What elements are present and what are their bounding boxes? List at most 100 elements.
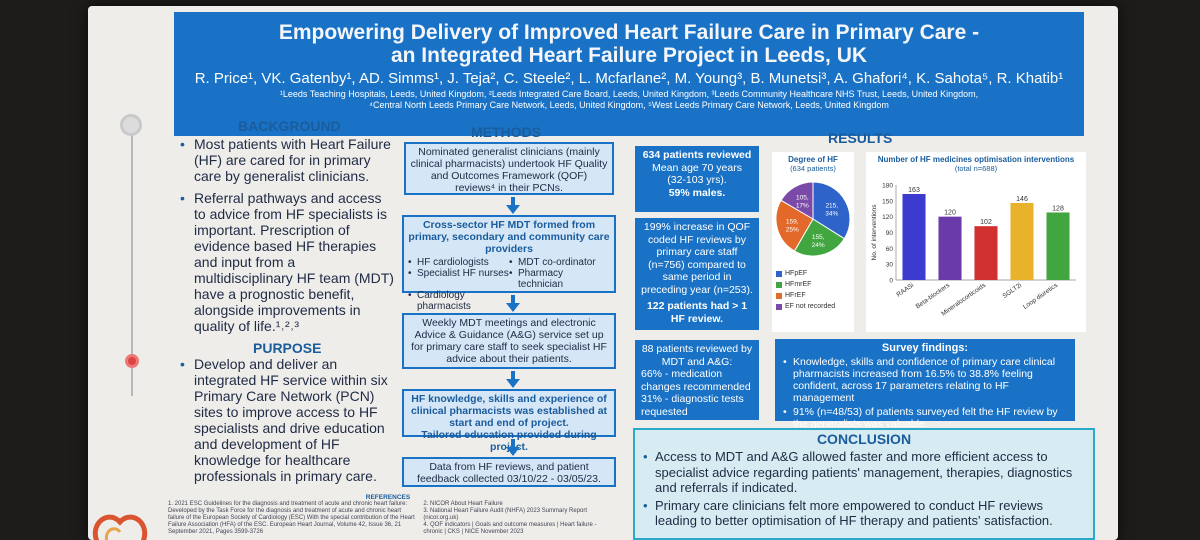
bar-chart-panel: Number of HF medicines optimisation inte… <box>866 152 1086 332</box>
background-item: Referral pathways and access to advice f… <box>180 190 395 334</box>
purpose-heading: PURPOSE <box>253 340 322 356</box>
pie-chart-subtitle: (634 patients) <box>790 164 836 173</box>
stat-line: 66% - medication changes recommended <box>641 368 751 393</box>
pie-slice-label: 25% <box>786 226 799 233</box>
bar-chart: 0 30 60 90 120 150 180 No. of interventions 163 R… <box>871 183 1076 318</box>
pie-legend-item: HFpEF <box>776 268 854 279</box>
conclusion-box: CONCLUSION Access to MDT and A&G allowed… <box>633 428 1095 540</box>
legend-label: HFrEF <box>785 292 806 299</box>
poster-affiliations: ¹Leeds Teaching Hospitals, Leeds, United… <box>279 89 979 110</box>
decorative-line <box>131 126 133 396</box>
pie-legend: HFpEF HFmrEF HFrEF EF not recorded <box>772 268 854 312</box>
purpose-list: Develop and deliver an integrated HF ser… <box>180 356 395 490</box>
legend-swatch <box>776 303 782 310</box>
conclusion-item: Primary care clinicians felt more empowe… <box>643 498 1081 529</box>
stat-line: 88 patients reviewed by MDT and A&G: <box>641 343 753 368</box>
legend-swatch <box>776 281 782 288</box>
pie-chart-panel: Degree of HF (634 patients) 215, 34% 155, 2… <box>772 152 854 332</box>
legend-label: HFmrEF <box>785 281 812 288</box>
x-tick-label: Loop diuretics <box>1022 281 1060 310</box>
x-tick-label: RAASi <box>895 282 915 299</box>
poster-title: Empowering Delivery of Improved Heart Fa… <box>278 21 980 67</box>
x-tick-label: Beta-blockers <box>915 281 952 310</box>
stat-line: (32-103 yrs). <box>667 174 727 186</box>
decorative-red-dot <box>125 354 139 368</box>
mdt-member: Specialist HF nurses <box>408 268 509 290</box>
bar-value-label: 128 <box>1052 205 1064 212</box>
arrow-down-icon <box>506 295 520 312</box>
methods-step-3: Weekly MDT meetings and electronic Advic… <box>402 313 616 369</box>
x-tick-label: SGLT2i <box>1001 282 1023 300</box>
legend-swatch <box>776 270 782 277</box>
arrow-down-icon <box>506 439 520 456</box>
mdt-member: Cardiology pharmacists <box>408 290 509 312</box>
y-tick-label: 90 <box>886 230 894 237</box>
bar <box>1010 202 1034 280</box>
mdt-members-list: HF cardiologists MDT co-ordinator Specia… <box>408 257 610 312</box>
pie-chart-title: Degree of HF <box>788 155 838 164</box>
methods-step-2: Cross-sector HF MDT formed from primary,… <box>402 215 616 312</box>
arrow-down-icon <box>506 197 520 214</box>
bar-chart-title-suffix: (total n=688) <box>954 164 998 173</box>
pie-slice <box>793 218 846 257</box>
stat-line: 31% - diagnostic tests requested <box>641 393 744 418</box>
stat-line: 122 patients had > 1 HF review. <box>646 300 748 325</box>
y-tick-label: 60 <box>886 246 894 253</box>
stat-line: 199% increase in QOF coded HF reviews by… <box>641 221 753 296</box>
survey-item: Knowledge, skills and confidence of prim… <box>783 356 1067 404</box>
poster-screen: Empowering Delivery of Improved Heart Fa… <box>88 6 1118 540</box>
pie-slice-label: 17% <box>796 202 809 209</box>
background-item: Most patients with Heart Failure (HF) ar… <box>180 136 395 184</box>
pie-legend-item: HFrEF <box>776 290 854 301</box>
y-tick-label: 150 <box>882 198 893 205</box>
methods-heading: METHODS <box>471 124 541 140</box>
pie-legend-item: HFmrEF <box>776 279 854 290</box>
y-axis-label: No. of interventions <box>871 204 878 261</box>
stat-line: 59% males. <box>668 186 726 199</box>
y-tick-label: 30 <box>886 262 894 269</box>
results-stat-1: 634 patients reviewed Mean age 70 years … <box>635 146 759 212</box>
pie-slice-label: 105, <box>796 194 809 201</box>
bar <box>1046 212 1070 280</box>
pie-slice-label: 24% <box>812 242 825 249</box>
bar <box>938 216 962 280</box>
bar-value-label: 163 <box>908 187 920 194</box>
references-heading: REFERENCES <box>365 494 411 501</box>
methods-step-1: Nominated generalist clinicians (mainly … <box>404 142 614 195</box>
mdt-member: MDT co-ordinator <box>509 257 610 268</box>
y-tick-label: 120 <box>882 214 893 221</box>
survey-title: Survey findings: <box>881 342 969 354</box>
conclusion-heading: CONCLUSION <box>816 431 912 447</box>
results-heading: RESULTS <box>828 130 893 146</box>
conclusion-item: Access to MDT and A&G allowed faster and… <box>643 449 1081 496</box>
pie-slice-label: 215, <box>825 203 838 210</box>
y-tick-label: 180 <box>882 183 893 190</box>
methods-step-4: HF knowledge, skills and experience of c… <box>402 389 616 453</box>
pie-slice-label: 155, <box>812 234 825 241</box>
poster-header: Empowering Delivery of Improved Heart Fa… <box>174 12 1084 136</box>
decorative-dot <box>120 114 142 136</box>
bar-value-label: 146 <box>1016 196 1028 203</box>
mdt-member: HF cardiologists <box>408 257 509 268</box>
pie-slice-label: 34% <box>825 211 838 218</box>
references-left: 1. 2021 ESC Guidelines for the diagnosis… <box>168 501 415 535</box>
pie-legend-item: EF not recorded <box>776 301 854 312</box>
mdt-member: Pharmacy technician <box>509 268 610 290</box>
references-right: 2. NICOR About Heart Failure 3. National… <box>423 501 597 535</box>
references: REFERENCES 1. 2021 ESC Guidelines for th… <box>168 494 608 536</box>
y-tick-label: 0 <box>889 278 893 285</box>
purpose-item: Develop and deliver an integrated HF ser… <box>180 356 395 484</box>
results-stat-2: 199% increase in QOF coded HF reviews by… <box>635 218 759 330</box>
poster-authors: R. Price¹, VK. Gatenby¹, AD. Simms¹, J. … <box>194 70 1064 87</box>
bar-value-label: 102 <box>980 219 992 226</box>
results-stat-3: 88 patients reviewed by MDT and A&G: 66%… <box>635 340 759 420</box>
methods-step-4a: HF knowledge, skills and experience of c… <box>410 393 608 429</box>
stat-line: 634 patients reviewed <box>642 149 752 161</box>
bar-chart-title: Number of HF medicines optimisation inte… <box>877 155 1075 164</box>
pie-chart: 215,34% 155,24% 159,25% 105,17% <box>775 181 851 257</box>
bar-value-label: 120 <box>944 210 956 217</box>
methods-step-2-title: Cross-sector HF MDT formed from primary,… <box>408 219 610 255</box>
stat-line: Mean age 70 years <box>652 161 742 174</box>
bar <box>974 226 998 280</box>
background-list: Most patients with Heart Failure (HF) ar… <box>180 136 395 340</box>
